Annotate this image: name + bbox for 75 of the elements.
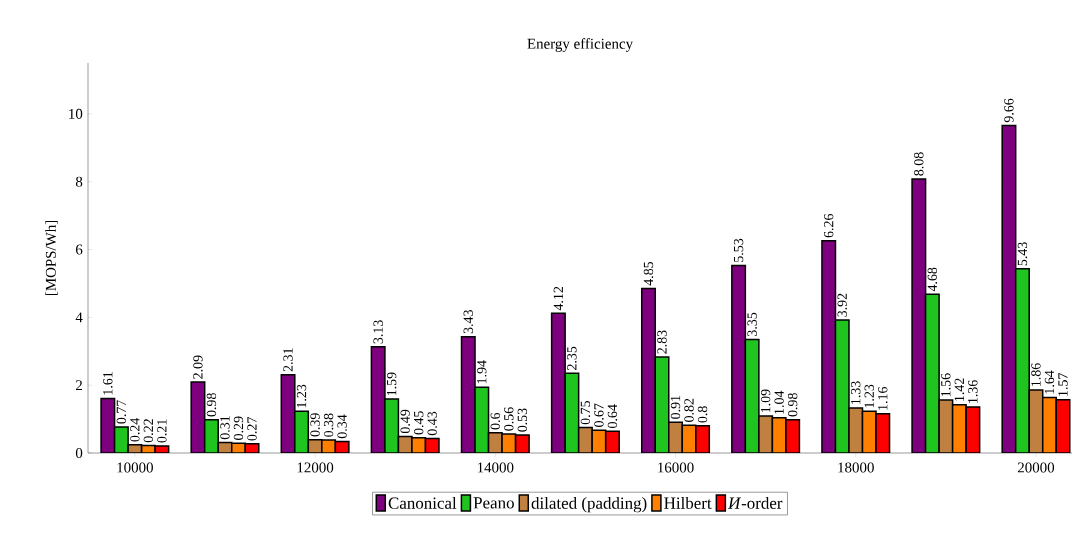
x-tick-label: 12000 xyxy=(297,462,334,473)
data-label: 1.61 xyxy=(103,372,113,395)
data-label: 0.8 xyxy=(697,406,708,423)
data-label: 1.86 xyxy=(1031,363,1041,386)
data-label: 1.56 xyxy=(941,373,951,397)
data-label: 1.59 xyxy=(386,372,397,396)
data-label: 0.82 xyxy=(684,398,694,422)
legend-label: Hilbert xyxy=(664,496,712,509)
data-label: 2.83 xyxy=(657,330,667,354)
chart-title: Energy efficiency xyxy=(527,38,633,52)
data-label: 0.45 xyxy=(413,411,424,435)
data-label: 6.26 xyxy=(824,213,834,238)
data-label: 1.94 xyxy=(477,360,487,384)
data-label: 1.16 xyxy=(878,386,888,410)
data-label: 0.75 xyxy=(580,400,591,425)
data-label: 0.34 xyxy=(337,414,347,439)
y-axis-title: [MOPS/Wh] xyxy=(45,220,58,296)
data-label: 0.6 xyxy=(490,412,501,430)
data-label: 5.53 xyxy=(733,238,744,262)
data-label: 3.35 xyxy=(747,312,757,336)
data-label: 4.12 xyxy=(553,286,564,311)
data-label: 0.29 xyxy=(233,416,244,440)
y-tick-label: 8 xyxy=(75,176,83,187)
data-label: 2.09 xyxy=(193,355,203,379)
x-tick-label: 10000 xyxy=(117,462,153,473)
data-label: 0.91 xyxy=(670,395,681,419)
data-label: 0.27 xyxy=(247,417,257,441)
data-label: 1.23 xyxy=(864,384,874,408)
data-label: 0.64 xyxy=(607,404,618,429)
data-label: 1.04 xyxy=(774,390,784,414)
data-label: 0.49 xyxy=(400,409,410,434)
y-tick-label: 2 xyxy=(76,380,82,391)
y-tick-label: 6 xyxy=(75,244,83,255)
data-label: 4.85 xyxy=(643,261,654,286)
y-tick-label: 0 xyxy=(75,447,83,459)
data-label: 0.77 xyxy=(116,400,127,424)
data-label: 1.64 xyxy=(1044,370,1055,394)
data-label: 0.31 xyxy=(220,416,230,440)
data-label: 5.43 xyxy=(1017,242,1028,266)
data-label: 9.66 xyxy=(1004,98,1014,123)
bar xyxy=(640,287,656,453)
data-label: 1.42 xyxy=(954,378,965,401)
data-label: 0.56 xyxy=(504,407,514,431)
legend-label: Canonical xyxy=(388,496,457,509)
data-label: 0.22 xyxy=(143,419,154,443)
data-label: 3.13 xyxy=(373,320,383,344)
data-label: 1.23 xyxy=(296,384,307,408)
data-label: 3.43 xyxy=(463,310,473,334)
x-tick-label: 16000 xyxy=(658,462,694,473)
data-label: 0.53 xyxy=(517,408,528,432)
data-label: 1.36 xyxy=(968,380,978,403)
x-tick-label: 20000 xyxy=(1017,462,1055,473)
legend-label: И-order xyxy=(727,496,783,509)
data-label: 3.92 xyxy=(837,293,847,317)
data-label: 1.09 xyxy=(760,389,771,413)
data-label: 8.08 xyxy=(914,152,924,176)
data-label: 0.98 xyxy=(206,393,217,417)
x-tick-label: 14000 xyxy=(477,462,514,473)
x-tick-label: 18000 xyxy=(838,462,874,473)
legend-label: Peano xyxy=(473,497,514,509)
data-label: 0.21 xyxy=(157,419,167,443)
data-label: 0.24 xyxy=(130,417,140,442)
data-label: 2.31 xyxy=(283,348,293,372)
data-label: 2.35 xyxy=(567,346,577,370)
data-label: 0.38 xyxy=(323,413,334,437)
data-label: 0.67 xyxy=(594,403,604,428)
data-label: 1.33 xyxy=(851,381,861,404)
data-label: 0.98 xyxy=(787,393,798,417)
y-tick-label: 10 xyxy=(69,108,83,119)
y-tick-label: 4 xyxy=(75,312,83,323)
legend-label: dilated (padding) xyxy=(531,496,647,513)
data-label: 0.43 xyxy=(427,411,437,436)
data-label: 4.68 xyxy=(927,267,938,292)
data-label: 0.39 xyxy=(310,413,320,437)
data-label: 1.57 xyxy=(1058,373,1068,396)
